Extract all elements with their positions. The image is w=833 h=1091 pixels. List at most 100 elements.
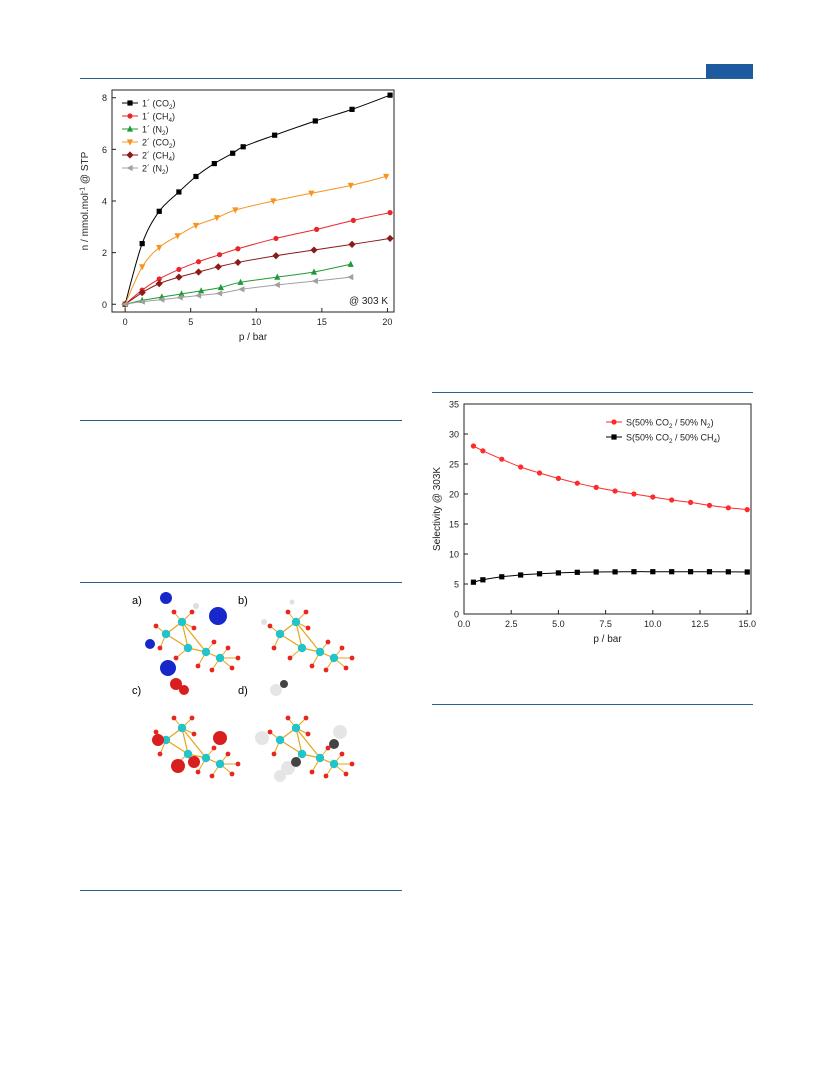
guest-atom <box>289 599 295 605</box>
panel-label-d: d) <box>238 685 248 697</box>
x-tick-label: 15 <box>317 317 327 327</box>
data-point <box>234 258 242 267</box>
x-tick-label: 10 <box>251 317 261 327</box>
guest-atom <box>170 678 182 690</box>
data-point <box>480 577 486 583</box>
caption-rule-2 <box>80 582 402 583</box>
oxygen-atom <box>189 609 195 615</box>
metal-atom <box>275 629 285 639</box>
oxygen-atom <box>209 667 215 673</box>
cluster-empty <box>261 599 355 673</box>
data-point <box>273 281 280 288</box>
oxygen-atom <box>189 715 195 721</box>
data-point <box>312 118 318 124</box>
data-point <box>348 240 356 248</box>
guest-atom <box>209 607 227 625</box>
metal-atom <box>177 723 187 733</box>
data-point <box>192 222 200 230</box>
x-tick-label: 10.0 <box>644 619 662 629</box>
y-tick-label: 5 <box>454 580 459 590</box>
legend-marker <box>126 125 134 132</box>
data-point <box>240 144 246 150</box>
data-point <box>121 301 128 308</box>
oxygen-atom <box>191 731 197 737</box>
metal-atom <box>329 653 339 663</box>
x-tick-label: 20 <box>382 317 392 327</box>
data-point <box>178 290 185 297</box>
oxygen-atom <box>267 729 273 735</box>
series-0 <box>470 443 750 513</box>
selectivity-chart: 0.0 2.5 5.0 7.5 10.0 12.5 15.0 0 5 10 15 20 25 30 35 p … <box>432 400 756 646</box>
oxygen-atom <box>271 645 277 651</box>
data-point <box>211 160 217 167</box>
oxygen-atom <box>195 663 201 669</box>
guest-atom <box>280 680 288 688</box>
bond <box>165 633 189 649</box>
y-axis-label: Selectivity @ 303K <box>432 467 443 551</box>
oxygen-atom <box>195 769 201 775</box>
oxygen-atom <box>157 751 163 757</box>
x-tick-label: 5.0 <box>552 619 565 629</box>
data-point <box>387 210 393 216</box>
data-point <box>536 470 543 476</box>
data-point <box>198 287 205 294</box>
data-point <box>574 569 580 575</box>
data-point <box>386 234 394 243</box>
data-point <box>706 569 713 575</box>
data-point <box>725 505 731 511</box>
legend-marker <box>611 419 617 425</box>
cluster-with-n2 <box>145 592 241 676</box>
guest-atom <box>193 603 199 609</box>
metal-atom <box>275 735 285 745</box>
legend-label: 2´ (CH4​) <box>142 151 175 164</box>
isotherm-chart: 0 5 10 15 20 0 2 4 6 8 p / bar n / mmol.mol-1​ @ ST… <box>80 89 395 343</box>
data-point <box>350 217 356 223</box>
guest-atom <box>281 761 295 775</box>
data-point <box>593 569 599 575</box>
guest-atom <box>160 592 172 604</box>
panel-label-a: a) <box>132 595 142 607</box>
legend: S(50% CO2​ / 50% N2​) S(50% CO2​ / 50% CH… <box>606 418 720 445</box>
data-point <box>555 475 562 481</box>
oxygen-atom <box>349 655 355 661</box>
data-point <box>156 208 162 214</box>
data-point <box>176 266 182 273</box>
data-point <box>631 569 637 575</box>
metal-atom <box>215 759 225 769</box>
series-5 <box>121 274 354 308</box>
data-point <box>555 570 562 576</box>
y-tick-label: 0 <box>102 300 107 310</box>
data-point <box>725 569 731 575</box>
oxygen-atom <box>285 715 291 721</box>
data-point <box>213 215 221 222</box>
caption-rule-5 <box>432 704 753 705</box>
bond <box>295 727 321 759</box>
metal-atom <box>183 749 193 759</box>
metal-atom <box>297 749 307 759</box>
legend-label: 1´ (CH4​) <box>142 112 175 125</box>
oxygen-atom <box>309 663 315 669</box>
oxygen-atom <box>325 745 331 751</box>
oxygen-atom <box>343 665 349 671</box>
data-point <box>387 92 393 98</box>
metal-atom <box>215 653 225 663</box>
oxygen-atom <box>305 625 311 631</box>
legend-label: 1´ (N2​) <box>142 125 169 138</box>
bond <box>181 621 207 653</box>
data-point <box>744 569 750 575</box>
data-point <box>273 235 279 242</box>
bond <box>279 739 303 755</box>
oxygen-atom <box>153 729 159 735</box>
metal-atom <box>329 759 339 769</box>
data-point <box>687 569 694 575</box>
data-point <box>155 280 163 288</box>
bond <box>295 621 303 649</box>
bond <box>165 739 189 755</box>
x-tick-label: 12.5 <box>691 619 709 629</box>
oxygen-atom <box>225 751 231 757</box>
series-line <box>125 263 351 305</box>
oxygen-atom <box>325 639 331 645</box>
oxygen-atom <box>287 655 293 661</box>
guest-atom <box>145 639 155 649</box>
guest-atom <box>179 685 189 695</box>
